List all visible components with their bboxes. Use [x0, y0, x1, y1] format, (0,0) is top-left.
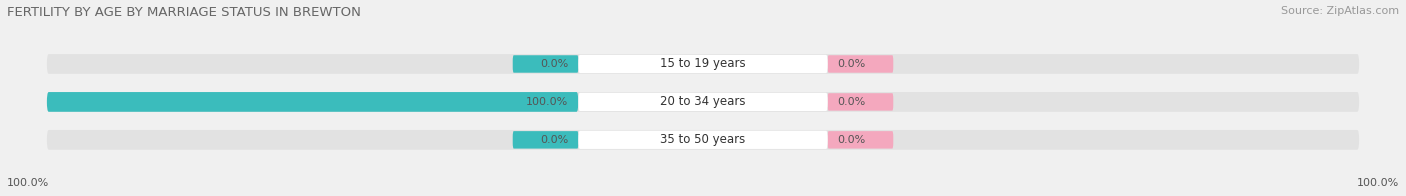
Text: Source: ZipAtlas.com: Source: ZipAtlas.com — [1281, 6, 1399, 16]
Text: 100.0%: 100.0% — [526, 97, 568, 107]
FancyBboxPatch shape — [513, 55, 578, 73]
Text: 0.0%: 0.0% — [838, 59, 866, 69]
Text: 0.0%: 0.0% — [540, 135, 568, 145]
FancyBboxPatch shape — [578, 55, 828, 73]
FancyBboxPatch shape — [513, 131, 578, 149]
Text: 0.0%: 0.0% — [838, 97, 866, 107]
Text: 0.0%: 0.0% — [540, 59, 568, 69]
Text: 35 to 50 years: 35 to 50 years — [661, 133, 745, 146]
Text: 20 to 34 years: 20 to 34 years — [661, 95, 745, 108]
Text: 15 to 19 years: 15 to 19 years — [661, 57, 745, 71]
FancyBboxPatch shape — [46, 92, 1360, 112]
FancyBboxPatch shape — [828, 55, 893, 73]
FancyBboxPatch shape — [578, 93, 828, 111]
Text: 100.0%: 100.0% — [1357, 178, 1399, 188]
FancyBboxPatch shape — [46, 54, 1360, 74]
FancyBboxPatch shape — [828, 131, 893, 149]
FancyBboxPatch shape — [46, 130, 1360, 150]
FancyBboxPatch shape — [46, 92, 578, 112]
Text: 100.0%: 100.0% — [7, 178, 49, 188]
FancyBboxPatch shape — [578, 131, 828, 149]
Text: FERTILITY BY AGE BY MARRIAGE STATUS IN BREWTON: FERTILITY BY AGE BY MARRIAGE STATUS IN B… — [7, 6, 361, 19]
FancyBboxPatch shape — [828, 93, 893, 111]
Text: 0.0%: 0.0% — [838, 135, 866, 145]
